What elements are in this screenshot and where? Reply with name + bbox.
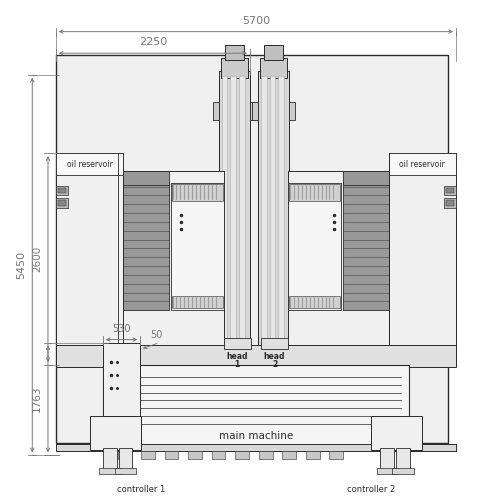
Text: 2: 2 <box>272 360 277 369</box>
Bar <box>260 58 287 78</box>
Bar <box>222 76 228 342</box>
Bar <box>288 171 394 346</box>
Bar <box>224 46 244 60</box>
Text: main machine: main machine <box>219 430 293 440</box>
Bar <box>103 342 140 416</box>
Text: oil reservoir: oil reservoir <box>399 160 444 168</box>
Bar <box>56 153 122 175</box>
Text: 5450: 5450 <box>16 251 26 279</box>
Bar <box>289 296 340 308</box>
Text: 2600: 2600 <box>32 246 42 272</box>
Bar <box>58 200 66 206</box>
Bar <box>259 452 272 459</box>
Bar <box>261 76 266 342</box>
Text: controller 2: controller 2 <box>346 484 395 494</box>
Bar <box>343 171 394 184</box>
Bar <box>172 296 222 308</box>
Bar <box>56 198 68 208</box>
Text: 50: 50 <box>150 330 162 340</box>
Text: head: head <box>226 352 248 362</box>
Text: 530: 530 <box>112 324 131 334</box>
Bar <box>164 452 178 459</box>
Bar <box>212 452 226 459</box>
Bar <box>446 200 454 206</box>
Bar <box>330 452 343 459</box>
Bar <box>288 182 341 310</box>
Bar <box>224 338 251 349</box>
Bar <box>289 184 340 202</box>
Text: 5700: 5700 <box>242 16 270 26</box>
Bar <box>306 452 320 459</box>
Bar <box>392 468 414 474</box>
Text: oil reservoir: oil reservoir <box>68 160 113 168</box>
Bar <box>278 76 284 342</box>
Bar <box>261 338 288 349</box>
Bar <box>188 452 202 459</box>
Bar <box>236 452 249 459</box>
Circle shape <box>68 250 107 288</box>
Bar <box>56 444 456 452</box>
Bar <box>390 153 456 350</box>
Bar <box>289 102 295 120</box>
Bar <box>118 448 132 470</box>
Bar <box>90 416 141 450</box>
Bar <box>258 71 289 347</box>
Bar <box>239 76 245 342</box>
Bar <box>444 186 456 196</box>
Bar <box>376 468 398 474</box>
Circle shape <box>68 288 107 328</box>
Bar <box>118 171 224 346</box>
Bar <box>114 468 136 474</box>
Text: 1763: 1763 <box>32 386 42 412</box>
Text: 2250: 2250 <box>139 38 167 48</box>
Text: controller 1: controller 1 <box>117 484 166 494</box>
Text: head: head <box>264 352 285 362</box>
Bar <box>56 186 68 196</box>
Bar <box>170 182 224 310</box>
Bar <box>444 198 456 208</box>
Bar <box>250 102 256 120</box>
Bar <box>252 102 258 120</box>
Bar <box>103 448 117 470</box>
Bar <box>396 448 410 470</box>
Bar <box>212 102 218 120</box>
Bar <box>218 71 250 347</box>
Bar <box>56 153 122 350</box>
Bar <box>343 182 394 310</box>
Bar <box>103 365 409 446</box>
Circle shape <box>404 288 443 328</box>
Bar <box>58 188 66 194</box>
Bar <box>220 58 248 78</box>
Bar <box>56 346 456 367</box>
Bar <box>230 76 236 342</box>
Bar <box>446 188 454 194</box>
Bar <box>172 184 222 202</box>
Text: 1: 1 <box>234 360 240 369</box>
Bar <box>282 452 296 459</box>
Bar <box>264 46 283 60</box>
Bar <box>56 55 448 442</box>
Bar <box>118 452 132 459</box>
Bar <box>141 452 155 459</box>
Bar <box>99 468 120 474</box>
Bar <box>270 76 276 342</box>
Bar <box>370 416 422 450</box>
Bar <box>390 153 456 175</box>
Bar <box>380 448 394 470</box>
Bar <box>118 182 168 310</box>
Circle shape <box>404 250 443 288</box>
Bar <box>118 171 168 184</box>
